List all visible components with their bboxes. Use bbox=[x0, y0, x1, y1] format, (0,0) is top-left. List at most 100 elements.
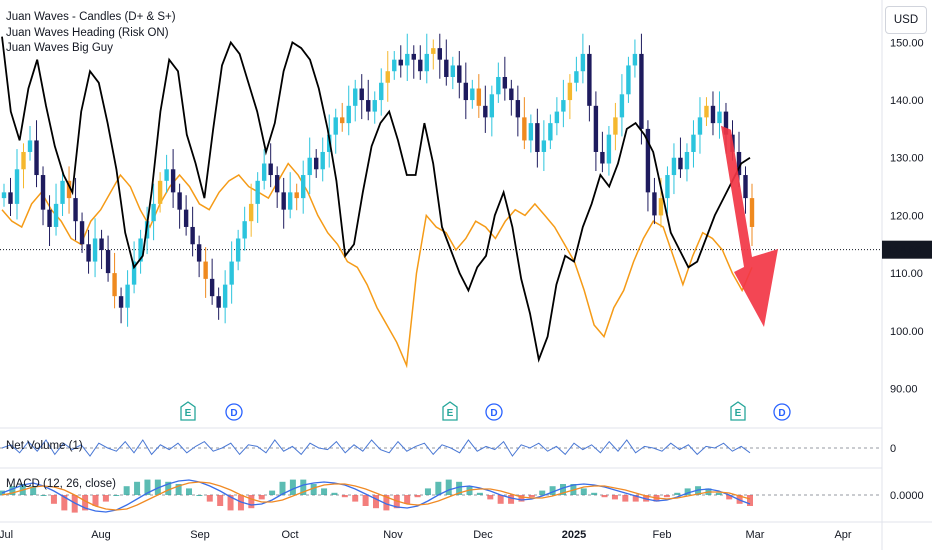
candle-body bbox=[392, 59, 397, 72]
candle-body bbox=[541, 140, 547, 152]
macd-histogram-bar bbox=[352, 495, 359, 502]
candle-body bbox=[749, 198, 755, 227]
candle-body bbox=[138, 238, 143, 262]
candle-body bbox=[177, 192, 182, 210]
macd-histogram-bar bbox=[30, 486, 37, 495]
candle-body bbox=[652, 192, 657, 216]
x-tick-label: Feb bbox=[653, 529, 672, 541]
macd-histogram-bar bbox=[258, 495, 265, 500]
candle-body bbox=[496, 76, 501, 95]
candle-body bbox=[170, 169, 176, 193]
macd-histogram-bar bbox=[186, 488, 192, 495]
candle-body bbox=[164, 169, 169, 181]
macd-histogram-bar bbox=[279, 481, 286, 495]
dividend-marker bbox=[485, 403, 503, 421]
macd-histogram-bar bbox=[92, 495, 99, 506]
candle-body bbox=[626, 65, 631, 95]
candle-body bbox=[248, 203, 254, 222]
candle-body bbox=[437, 48, 442, 60]
macd-histogram-bar bbox=[123, 486, 130, 495]
candle-body bbox=[509, 88, 514, 101]
candle-body bbox=[561, 100, 566, 112]
dividend-label: D bbox=[230, 408, 237, 419]
candle-body bbox=[157, 180, 163, 204]
candle-body bbox=[587, 53, 592, 106]
candle-body bbox=[502, 76, 508, 89]
candle-body bbox=[463, 82, 469, 101]
x-tick-label: Mar bbox=[746, 529, 765, 541]
candle-body bbox=[235, 238, 241, 262]
macd-histogram-bar bbox=[715, 492, 722, 495]
legend-candles[interactable]: Juan Waves - Candles (D+ & S+) bbox=[6, 11, 176, 23]
candle-body bbox=[470, 88, 475, 101]
macd-histogram-bar bbox=[71, 495, 78, 513]
macd-histogram-bar bbox=[601, 495, 608, 498]
macd-histogram-bar bbox=[321, 488, 328, 495]
x-tick-label: Jul bbox=[0, 529, 13, 541]
x-tick-label: Oct bbox=[281, 529, 298, 541]
net-volume-label[interactable]: Net Volume (1) bbox=[6, 440, 83, 452]
dividend-label: D bbox=[778, 408, 785, 419]
candle-body bbox=[710, 105, 716, 124]
macd-pane: 0.0000 bbox=[0, 479, 924, 513]
candle-body bbox=[99, 238, 104, 251]
candle-body bbox=[535, 123, 540, 152]
legend-heading[interactable]: Juan Waves Heading (Risk ON) bbox=[6, 26, 169, 39]
candle-body bbox=[125, 284, 130, 308]
macd-histogram-bar bbox=[40, 495, 47, 496]
candle-body bbox=[21, 151, 26, 170]
candle-body bbox=[287, 192, 293, 210]
macd-histogram-bar bbox=[622, 495, 629, 502]
candle-body bbox=[73, 198, 78, 222]
legend-big-guy[interactable]: Juan Waves Big Guy bbox=[6, 42, 113, 54]
macd-histogram-bar bbox=[424, 488, 431, 495]
macd-histogram-bar bbox=[331, 492, 338, 495]
indicator-legend: Juan Waves - Candles (D+ & S+) Juan Wave… bbox=[6, 10, 176, 57]
candle-body bbox=[203, 261, 208, 279]
currency-button[interactable]: USD bbox=[885, 6, 927, 34]
macd-histogram-bar bbox=[497, 495, 504, 504]
candle-body bbox=[222, 284, 228, 308]
candle-body bbox=[40, 175, 46, 210]
earnings-label: E bbox=[735, 408, 742, 419]
earnings-label: E bbox=[447, 408, 454, 419]
macd-histogram-bar bbox=[206, 495, 213, 502]
y-tick-label: 150.00 bbox=[890, 37, 924, 49]
macd-label[interactable]: MACD (12, 26, close) bbox=[6, 478, 116, 490]
candle-body bbox=[476, 88, 482, 106]
macd-histogram-bar bbox=[227, 495, 234, 511]
big-guy-path bbox=[1, 162, 753, 369]
candle-body bbox=[340, 117, 345, 124]
candle-body bbox=[190, 226, 195, 245]
candle-body bbox=[639, 53, 644, 129]
macd-histogram-bar bbox=[435, 481, 442, 495]
candle-body bbox=[14, 169, 20, 204]
candle-body bbox=[105, 250, 111, 274]
candle-body bbox=[359, 88, 364, 101]
macd-histogram-bar bbox=[341, 495, 348, 498]
forecast-arrow-shape bbox=[721, 125, 778, 328]
net-volume-pane: 0 bbox=[0, 439, 896, 457]
macd-histogram-bar bbox=[508, 495, 515, 504]
macd-value: 0.0000 bbox=[890, 490, 924, 502]
candle-body bbox=[268, 163, 273, 176]
candle-body bbox=[450, 65, 455, 77]
candle-body bbox=[632, 53, 638, 66]
macd-histogram-bar bbox=[560, 484, 566, 495]
macd-histogram-bar bbox=[414, 495, 421, 498]
macd-histogram-bar bbox=[248, 495, 255, 509]
earnings-marker bbox=[180, 401, 196, 421]
candle-body bbox=[118, 296, 124, 308]
candle-body bbox=[645, 128, 651, 193]
candle-body bbox=[320, 151, 325, 170]
macd-histogram-bar bbox=[487, 495, 494, 500]
candle-body bbox=[658, 198, 664, 216]
macd-histogram-bar bbox=[726, 495, 733, 500]
y-tick-label: 100.00 bbox=[890, 326, 924, 338]
macd-histogram-bar bbox=[518, 495, 525, 502]
macd-histogram-bar bbox=[611, 495, 618, 500]
candle-body bbox=[372, 100, 377, 112]
